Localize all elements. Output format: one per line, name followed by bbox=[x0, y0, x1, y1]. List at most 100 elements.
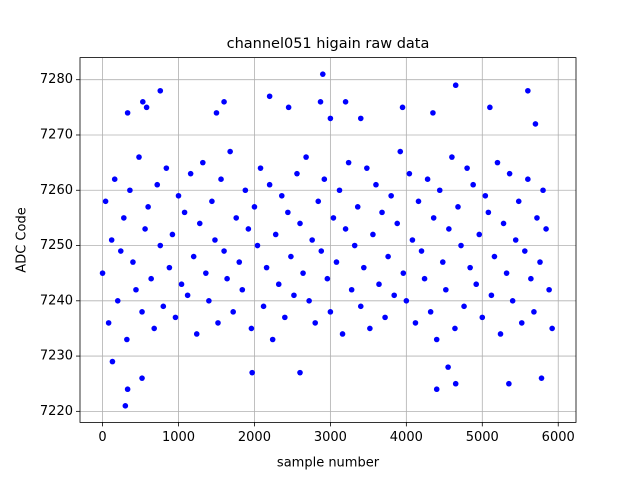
data-point bbox=[391, 292, 397, 299]
data-point bbox=[139, 375, 145, 381]
y-tick-label: 7250 bbox=[40, 238, 73, 253]
data-point bbox=[160, 303, 167, 310]
data-point bbox=[239, 286, 246, 293]
data-point bbox=[364, 165, 370, 171]
y-tick-label: 7220 bbox=[40, 404, 73, 419]
data-point bbox=[339, 331, 346, 337]
data-point bbox=[193, 331, 200, 337]
data-point bbox=[285, 104, 292, 111]
data-point bbox=[470, 181, 476, 188]
data-point bbox=[145, 204, 151, 210]
data-point bbox=[399, 104, 406, 111]
data-point bbox=[294, 170, 300, 177]
data-point bbox=[312, 320, 319, 326]
data-point bbox=[124, 110, 131, 116]
data-point bbox=[109, 358, 116, 365]
data-point bbox=[348, 286, 355, 293]
data-point bbox=[315, 198, 322, 205]
data-point bbox=[108, 237, 115, 243]
data-point bbox=[494, 159, 501, 166]
data-point bbox=[236, 259, 243, 265]
data-point bbox=[288, 253, 294, 260]
data-point bbox=[121, 215, 127, 221]
data-point bbox=[382, 314, 388, 321]
x-tick-label: 1000 bbox=[162, 430, 195, 445]
data-point bbox=[266, 181, 273, 188]
data-point bbox=[436, 187, 443, 194]
data-point bbox=[467, 264, 473, 271]
data-point bbox=[543, 226, 549, 232]
data-point bbox=[528, 275, 534, 282]
data-point bbox=[439, 259, 446, 265]
data-point bbox=[336, 187, 343, 194]
data-point bbox=[525, 176, 531, 182]
data-point bbox=[175, 192, 182, 199]
data-point bbox=[282, 314, 288, 321]
data-point bbox=[430, 110, 436, 116]
data-point bbox=[169, 231, 176, 238]
data-point bbox=[534, 215, 540, 221]
data-point bbox=[345, 159, 352, 166]
data-point bbox=[412, 320, 419, 326]
data-point bbox=[187, 170, 194, 177]
data-point bbox=[140, 99, 146, 105]
data-point bbox=[196, 220, 203, 227]
data-point bbox=[415, 198, 422, 205]
data-point bbox=[406, 170, 413, 177]
data-point bbox=[427, 309, 434, 315]
data-point bbox=[142, 226, 148, 232]
data-point bbox=[215, 320, 221, 326]
x-tick-label: 2000 bbox=[238, 430, 271, 445]
data-point bbox=[136, 154, 142, 160]
data-point bbox=[285, 209, 291, 216]
data-point bbox=[324, 275, 331, 282]
data-point bbox=[111, 176, 118, 182]
data-point bbox=[509, 298, 516, 304]
data-point bbox=[157, 242, 164, 249]
data-point bbox=[418, 248, 425, 254]
data-point bbox=[342, 226, 349, 232]
data-point bbox=[491, 253, 498, 260]
data-point bbox=[327, 309, 334, 315]
data-point bbox=[333, 259, 340, 265]
data-point bbox=[99, 270, 106, 276]
data-point bbox=[105, 320, 112, 326]
data-point bbox=[379, 209, 385, 216]
data-point bbox=[531, 309, 537, 315]
data-point bbox=[178, 281, 185, 288]
data-point bbox=[124, 336, 130, 343]
data-point bbox=[257, 165, 264, 171]
data-point bbox=[213, 110, 220, 116]
data-point bbox=[206, 298, 212, 304]
data-point bbox=[154, 181, 161, 188]
data-point bbox=[330, 215, 337, 221]
data-point bbox=[433, 386, 440, 393]
y-tick-label: 7240 bbox=[40, 293, 73, 308]
data-point bbox=[266, 93, 273, 100]
data-point bbox=[269, 336, 276, 343]
data-point bbox=[114, 298, 121, 304]
y-axis-label: ADC Code bbox=[15, 207, 30, 272]
data-point bbox=[373, 181, 379, 188]
data-point bbox=[321, 176, 328, 182]
data-point bbox=[452, 325, 458, 332]
data-point bbox=[230, 309, 236, 315]
data-point bbox=[464, 165, 470, 171]
data-point bbox=[522, 248, 528, 254]
data-point bbox=[263, 264, 270, 271]
data-point bbox=[482, 192, 489, 199]
data-point bbox=[497, 331, 504, 337]
data-point bbox=[357, 303, 364, 310]
data-point bbox=[400, 270, 407, 276]
data-point bbox=[117, 248, 124, 254]
data-point bbox=[487, 104, 493, 111]
data-point bbox=[361, 264, 367, 271]
data-point bbox=[212, 237, 218, 243]
data-point bbox=[122, 403, 129, 409]
data-point bbox=[367, 325, 373, 332]
data-point bbox=[452, 82, 459, 89]
data-point bbox=[309, 237, 315, 243]
data-point bbox=[200, 159, 206, 166]
x-tick-label: 3000 bbox=[314, 430, 347, 445]
